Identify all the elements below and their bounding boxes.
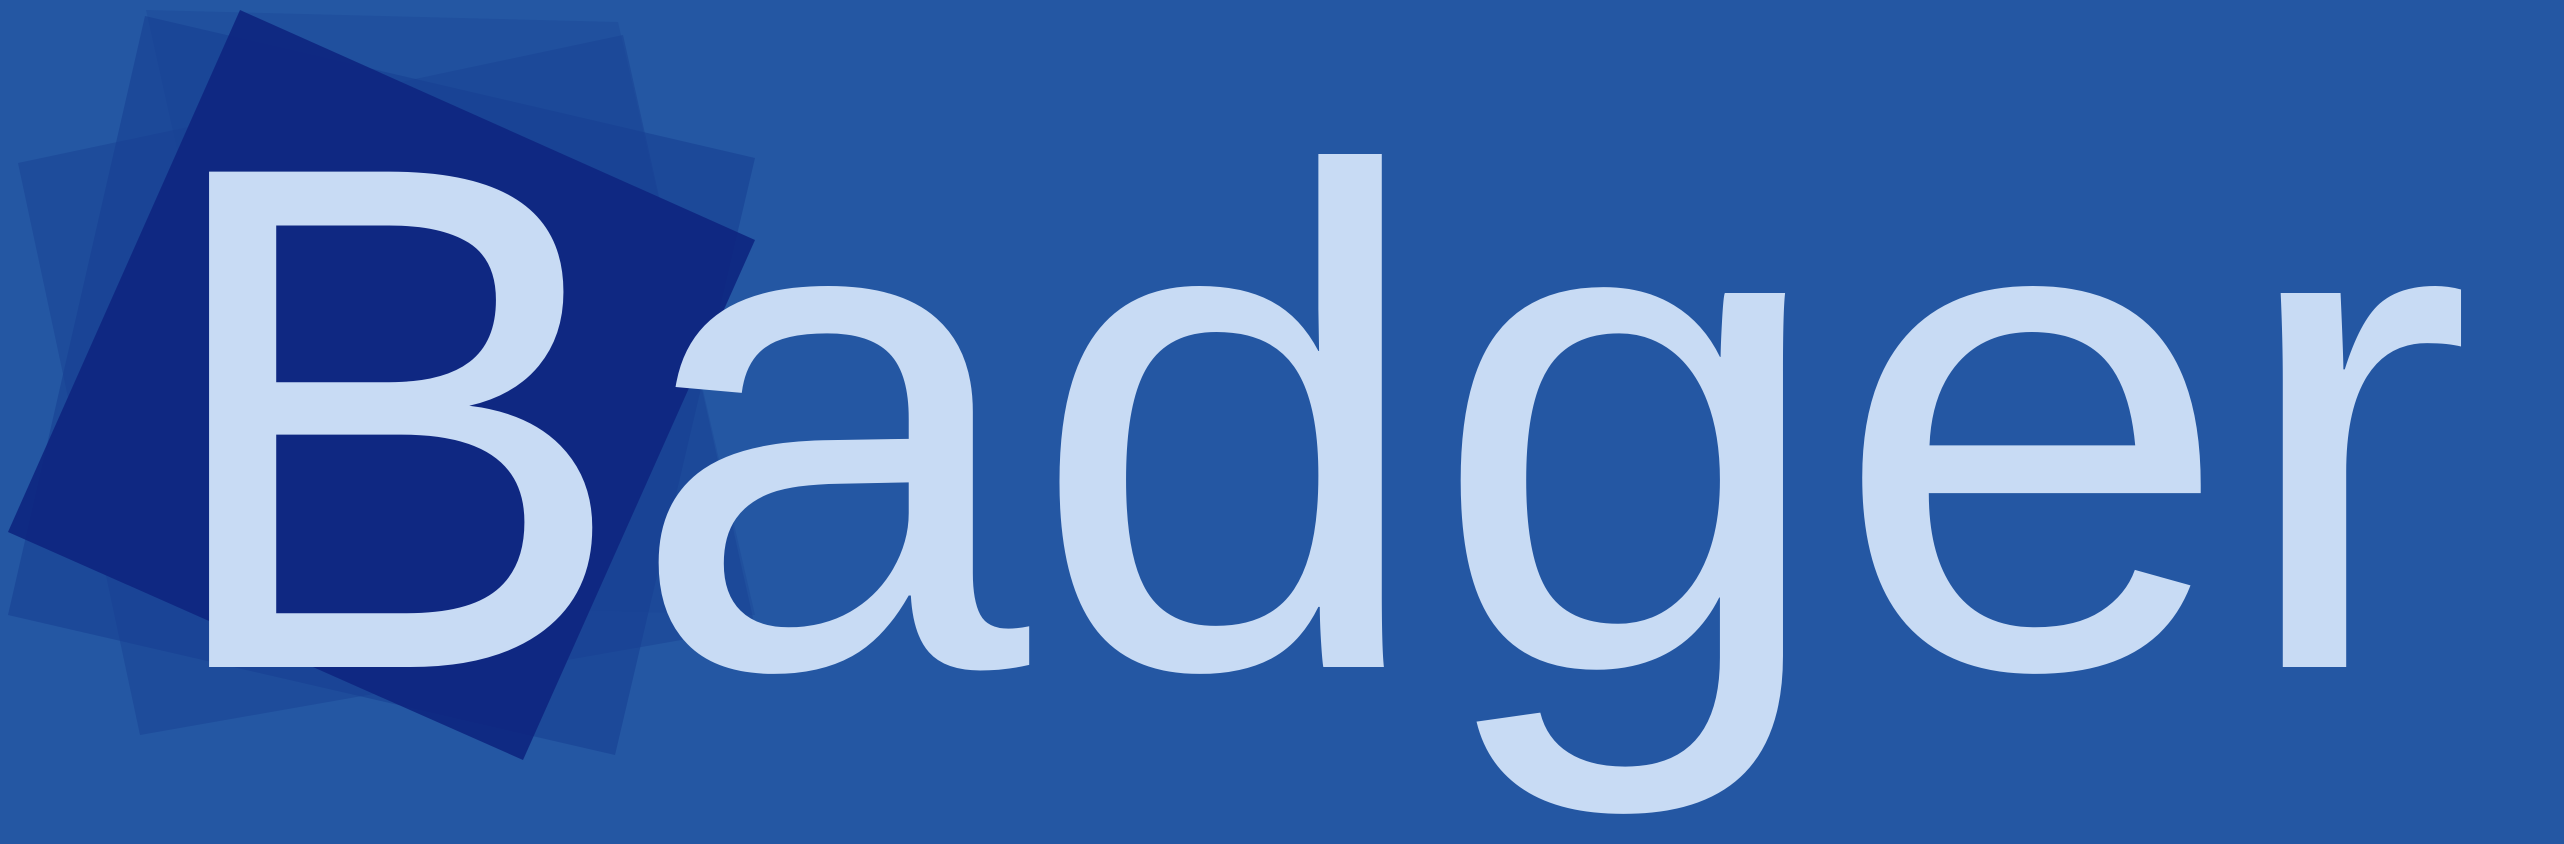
wordmark-rest: adger bbox=[628, 27, 2473, 822]
wordmark-initial: B bbox=[150, 15, 630, 820]
square-front bbox=[8, 10, 755, 760]
